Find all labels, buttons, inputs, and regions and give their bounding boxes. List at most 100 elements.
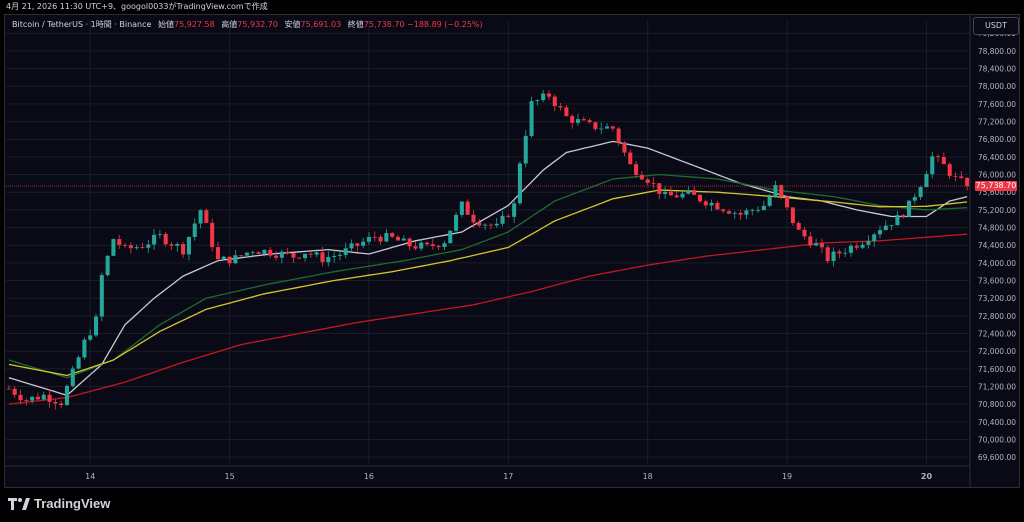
candle-body (581, 119, 586, 121)
symbol-title[interactable]: Bitcoin / TetherUS · 1時間 · Binance (12, 20, 152, 29)
candle-body (221, 256, 226, 260)
candle-body (384, 233, 389, 242)
candle-body (30, 396, 35, 401)
candle-body (790, 207, 795, 224)
candle-body (639, 174, 644, 180)
candle-body (854, 245, 859, 248)
candle-body (175, 244, 180, 246)
candle-body (419, 242, 424, 249)
candle-body (279, 251, 284, 258)
last-price-tag: 75,738.70 (975, 181, 1017, 192)
candle-body (308, 253, 313, 255)
candle-body (883, 225, 888, 231)
price-tick-label: 78,400.00 (978, 65, 1016, 74)
price-tick-label: 78,000.00 (978, 82, 1016, 91)
candle-body (703, 201, 708, 206)
price-tick-label: 70,800.00 (978, 400, 1016, 409)
price-tick-label: 78,800.00 (978, 47, 1016, 56)
candle-body (41, 394, 46, 400)
candle-body (157, 233, 162, 235)
candle-body (924, 174, 929, 188)
candle-body (517, 163, 522, 204)
candle-body (918, 187, 923, 198)
candle-body (250, 252, 255, 254)
candle-body (436, 246, 441, 248)
tradingview-logo[interactable]: TradingView (8, 496, 110, 511)
candle-body (332, 255, 337, 257)
candle-body (477, 222, 482, 226)
candle-body (454, 214, 459, 231)
candle-body (587, 120, 592, 123)
candle-body (831, 251, 836, 262)
candle-body (761, 205, 766, 211)
candle-body (686, 190, 691, 194)
candle-body (192, 223, 197, 237)
price-tick-label: 74,000.00 (978, 259, 1016, 268)
quote-currency-button[interactable]: USDT (973, 17, 1019, 35)
candle-body (877, 230, 883, 235)
candle-body (599, 128, 604, 130)
candle-body (651, 182, 656, 184)
candle-body (912, 197, 917, 201)
candle-body (59, 403, 64, 405)
candle-body (738, 212, 743, 215)
candle-body (123, 244, 128, 246)
price-tick-label: 77,600.00 (978, 100, 1016, 109)
price-tick-label: 75,200.00 (978, 206, 1016, 215)
candle-body (634, 164, 639, 175)
candle-body (355, 243, 360, 246)
candle-body (24, 400, 29, 401)
brand-name: TradingView (34, 496, 111, 511)
candle-body (726, 211, 732, 214)
candle-body (709, 202, 714, 206)
candle-body (825, 247, 830, 262)
candle-body (93, 316, 99, 336)
candle-body (500, 215, 505, 224)
price-tick-label: 75,600.00 (978, 188, 1016, 197)
candle-body (721, 209, 726, 212)
candle-body (134, 247, 139, 249)
candle-body (285, 251, 290, 254)
price-tick-label: 73,200.00 (978, 294, 1016, 303)
candle-body (895, 215, 900, 226)
candle-body (401, 238, 406, 241)
chart-grid (4, 14, 971, 488)
candle-body (12, 388, 17, 395)
candle-body (819, 243, 824, 248)
candle-body (47, 394, 52, 402)
price-tick-label: 76,000.00 (978, 171, 1016, 180)
candle-body (372, 236, 377, 238)
price-tick-label: 74,400.00 (978, 241, 1016, 250)
price-tick-label: 72,800.00 (978, 312, 1016, 321)
time-tick-label: 15 (224, 472, 234, 481)
candle-body (616, 128, 621, 143)
moving-average-ma_long (8, 233, 968, 405)
candle-body (930, 156, 935, 175)
candle-body (244, 252, 250, 256)
candle-body (128, 245, 133, 249)
candle-body (349, 243, 354, 249)
candle-body (274, 255, 279, 258)
tradingview-logo-icon (8, 497, 30, 510)
candle-body (390, 233, 395, 237)
candle-body (593, 122, 598, 130)
candle-body (564, 107, 569, 117)
candle-body (18, 394, 23, 401)
candle-body (343, 248, 348, 255)
candle-body (732, 212, 737, 214)
candle-body (663, 191, 668, 194)
price-chart[interactable]: 79,200.0078,800.0078,400.0078,000.0077,6… (4, 14, 1020, 488)
candle-body (535, 100, 540, 102)
time-tick-label: 18 (643, 472, 653, 481)
low-label: 安値 (284, 20, 301, 29)
candle-body (959, 176, 964, 178)
candle-body (936, 156, 941, 158)
candle-body (674, 195, 679, 198)
snapshot-header: 4月 21, 2026 11:30 UTC+9、googol0033がTradi… (0, 0, 1024, 14)
candle-body (146, 244, 151, 248)
moving-average-ma_short (8, 140, 968, 397)
time-tick-label: 17 (503, 472, 513, 481)
candle-body (523, 135, 528, 164)
candle-body (906, 200, 912, 217)
open-value: 75,927.58 (173, 20, 215, 29)
